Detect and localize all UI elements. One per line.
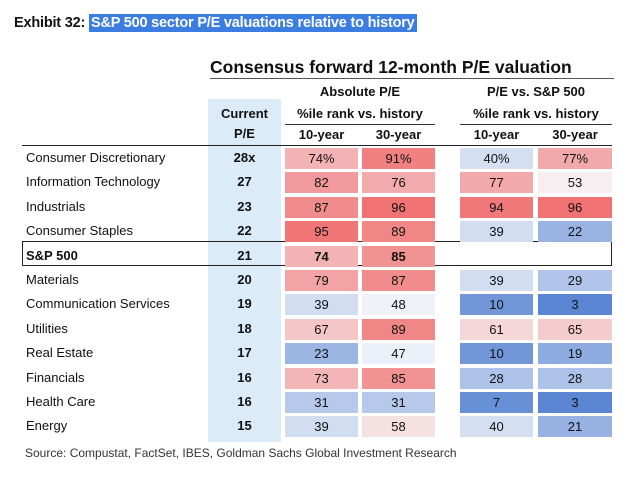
row-current-pe: 15 — [237, 418, 252, 434]
row-sector-label: Financials — [26, 369, 85, 385]
row-sector-label: Energy — [26, 418, 68, 434]
cell-abs30: 89 — [362, 318, 435, 340]
exhibit-label: Exhibit 32: — [14, 15, 86, 31]
cell-abs10: 31 — [285, 392, 358, 413]
cell-abs10: 79 — [285, 270, 358, 291]
row-sector-label: Communication Services — [26, 296, 170, 312]
row-current-pe: 16 — [237, 369, 252, 385]
cell-rel30: 22 — [538, 221, 612, 243]
cell-abs10: 39 — [285, 294, 358, 316]
row-current-pe: 18 — [237, 320, 252, 336]
row-current-pe: 16 — [237, 394, 252, 409]
cell-rel10 — [460, 246, 533, 267]
row-sector-label: Consumer Staples — [26, 223, 133, 239]
cell-rel30: 29 — [538, 270, 612, 291]
cell-abs30: 85 — [362, 245, 435, 267]
cell-rel30: 65 — [538, 318, 612, 340]
current-header-line1: Current — [221, 106, 268, 121]
row-sector-label: Information Technology — [26, 174, 161, 190]
row-sector-label: Materials — [26, 272, 79, 287]
col-header-abs-30yr: 30-year — [375, 127, 422, 142]
cell-abs30: 87 — [362, 270, 435, 291]
current-pe-column-bg — [208, 99, 281, 442]
row-sector-label: Consumer Discretionary — [26, 150, 166, 165]
pctile-header-absolute: %ile rank vs. history — [297, 106, 423, 121]
pctile-header-relative: %ile rank vs. history — [473, 106, 599, 121]
row-current-pe: 19 — [237, 296, 252, 312]
cell-abs30: 85 — [362, 367, 435, 389]
cell-abs10: 95 — [285, 221, 358, 243]
col-header-abs-10yr: 10-year — [298, 127, 345, 142]
cell-rel30: 28 — [538, 367, 612, 389]
cell-rel10: 40 — [460, 416, 533, 438]
row-sector-label: Health Care — [26, 394, 96, 409]
row-current-pe: 23 — [237, 198, 252, 214]
cell-rel10: 39 — [460, 270, 533, 291]
cell-abs30: 31 — [362, 392, 435, 413]
row-current-pe: 28x — [233, 150, 256, 165]
cell-rel30: 96 — [538, 196, 612, 218]
cell-abs30: 47 — [362, 343, 435, 365]
cell-abs10: 82 — [285, 172, 358, 194]
cell-abs10: 73 — [285, 367, 358, 389]
cell-rel10: 7 — [460, 392, 533, 413]
cell-rel30: 3 — [538, 392, 612, 413]
table-title: Consensus forward 12-month P/E valuation — [210, 57, 572, 77]
cell-abs30: 91% — [362, 148, 435, 169]
cell-rel30: 77% — [538, 148, 612, 169]
cell-rel30 — [538, 246, 612, 267]
col-header-rel-10yr: 10-year — [473, 127, 520, 142]
cell-abs10: 23 — [285, 343, 358, 365]
row-current-pe: 27 — [237, 174, 252, 190]
cell-rel10: 61 — [460, 318, 533, 340]
pctile-rule-absolute — [285, 124, 435, 125]
cell-rel10: 39 — [460, 221, 533, 243]
exhibit-title-highlight: S&P 500 sector P/E valuations relative t… — [88, 14, 417, 32]
cell-abs30: 48 — [362, 294, 435, 316]
row-current-pe: 21 — [237, 247, 252, 263]
cell-rel10: 40% — [460, 148, 533, 169]
cell-abs30: 89 — [362, 221, 435, 243]
cell-rel30: 21 — [538, 416, 612, 438]
row-current-pe: 22 — [237, 223, 252, 239]
group-absolute-pe: Absolute P/E — [319, 84, 401, 99]
cell-rel30: 53 — [538, 172, 612, 194]
row-sector-label: S&P 500 — [26, 247, 78, 263]
cell-abs10: 74 — [285, 245, 358, 267]
cell-abs30: 76 — [362, 172, 435, 194]
exhibit-title: Exhibit 32: S&P 500 sector P/E valuation… — [14, 13, 417, 33]
group-relative-pe: P/E vs. S&P 500 — [486, 84, 586, 99]
header-bottom-rule — [22, 145, 612, 146]
row-sector-label: Industrials — [26, 198, 86, 214]
current-header-line2: P/E — [234, 126, 255, 141]
row-sector-label: Real Estate — [26, 345, 94, 361]
cell-rel10: 10 — [460, 294, 533, 316]
row-current-pe: 17 — [237, 345, 252, 361]
cell-rel10: 94 — [460, 196, 533, 218]
source-note: Source: Compustat, FactSet, IBES, Goldma… — [25, 446, 457, 460]
cell-abs10: 39 — [285, 416, 358, 438]
row-current-pe: 20 — [237, 272, 252, 287]
cell-abs30: 58 — [362, 416, 435, 438]
cell-abs10: 67 — [285, 318, 358, 340]
row-sector-label: Utilities — [26, 320, 68, 336]
title-rule — [210, 78, 614, 79]
col-header-rel-30yr: 30-year — [552, 127, 598, 142]
cell-rel30: 19 — [538, 343, 612, 365]
cell-rel30: 3 — [538, 294, 612, 316]
cell-rel10: 28 — [460, 367, 533, 389]
cell-rel10: 10 — [460, 343, 533, 365]
pctile-rule-relative — [460, 124, 612, 125]
cell-abs10: 87 — [285, 196, 358, 218]
cell-rel10: 77 — [460, 172, 533, 194]
cell-abs30: 96 — [362, 196, 435, 218]
cell-abs10: 74% — [285, 148, 358, 169]
